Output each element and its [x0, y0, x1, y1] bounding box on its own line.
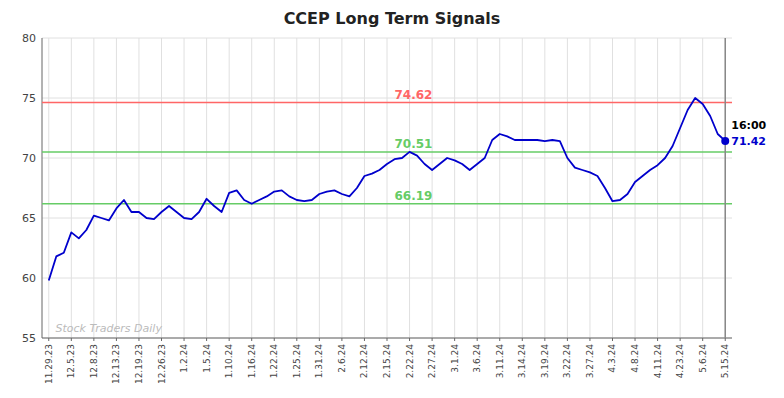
grid-line: [589, 38, 590, 338]
plot-area: [42, 38, 732, 338]
grid-line: [71, 38, 72, 338]
grid-line: [635, 38, 636, 338]
grid-line: [116, 38, 117, 338]
x-tick-label: 1.25.24: [292, 344, 302, 379]
end-label: 71.42: [731, 135, 766, 148]
x-tick-label: 12.8.23: [89, 344, 99, 378]
grid-line: [477, 38, 478, 338]
grid-line: [567, 38, 568, 338]
grid-line: [387, 38, 388, 338]
grid-line: [48, 38, 49, 338]
y-axis: [42, 38, 43, 338]
grid-line: [522, 38, 523, 338]
x-tick-label: 4.8.24: [630, 344, 640, 373]
watermark: Stock Traders Daily: [56, 322, 163, 335]
grid-line: [206, 38, 207, 338]
x-tick-label: 12.26.23: [157, 344, 167, 384]
x-axis: [42, 338, 732, 339]
x-tick-label: 3.22.24: [562, 344, 572, 379]
grid-line: [680, 38, 681, 338]
grid-line: [93, 38, 94, 338]
y-tick-label: 75: [22, 92, 36, 105]
last-point: [721, 137, 729, 145]
x-tick-label: 2.12.24: [359, 344, 369, 379]
x-tick-label: 2.15.24: [382, 344, 392, 379]
title: CCEP Long Term Signals: [284, 9, 501, 28]
end-line: [724, 38, 726, 338]
x-tick-label: 2.6.24: [337, 344, 347, 373]
grid-line: [454, 38, 455, 338]
x-tick-label: 11.29.23: [44, 344, 54, 384]
x-tick-label: 1.10.24: [224, 344, 234, 379]
grid-line: [161, 38, 162, 338]
y-tick-label: 65: [22, 212, 36, 225]
x-tick-label: 4.11.24: [653, 344, 663, 379]
y-tick-label: 80: [22, 32, 36, 45]
x-tick-label: 5.6.24: [698, 344, 708, 373]
x-tick-label: 3.14.24: [517, 344, 527, 379]
price-line: [49, 98, 725, 280]
reference-label: 70.51: [395, 137, 433, 151]
grid: [42, 38, 732, 338]
grid-line: [42, 338, 732, 339]
grid-line: [702, 38, 703, 338]
reference-line: [42, 203, 732, 205]
reference-label: 66.19: [395, 189, 433, 203]
x-tick-label: 3.6.24: [472, 344, 482, 373]
x-tick-label: 1.5.24: [202, 344, 212, 373]
reference-line: [42, 151, 732, 153]
x-tick-label: 5.15.24: [720, 344, 730, 379]
y-tick-label: 70: [22, 152, 36, 165]
grid-line: [184, 38, 185, 338]
reference-line: [42, 102, 732, 104]
x-tick-label: 4.23.24: [675, 344, 685, 379]
x-tick-label: 1.2.24: [179, 344, 189, 373]
grid-line: [364, 38, 365, 338]
grid-line: [296, 38, 297, 338]
x-tick-label: 12.5.23: [66, 344, 76, 378]
x-tick-label: 3.11.24: [495, 344, 505, 379]
x-tick-label: 12.19.23: [134, 344, 144, 384]
x-tick-label: 2.22.24: [405, 344, 415, 379]
x-tick-label: 4.3.24: [607, 344, 617, 373]
end-time: 16:00: [731, 119, 766, 132]
grid-line: [341, 38, 342, 338]
grid-line: [229, 38, 230, 338]
x-tick-label: 2.27.24: [427, 344, 437, 379]
grid-line: [725, 38, 726, 338]
y-tick-label: 55: [22, 332, 36, 345]
grid-line: [319, 38, 320, 338]
x-tick-label: 3.1.24: [450, 344, 460, 373]
x-tick-label: 3.27.24: [585, 344, 595, 379]
y-tick-label: 60: [22, 272, 36, 285]
grid-line: [544, 38, 545, 338]
chart: CCEP Long Term Signals 55 60 65 70 75 80 11.29.…: [0, 0, 784, 398]
grid-line: [612, 38, 613, 338]
grid-line: [274, 38, 275, 338]
x-tick-label: 1.31.24: [314, 344, 324, 379]
x-tick-label: 1.16.24: [247, 344, 257, 379]
reference-label: 74.62: [395, 88, 433, 102]
grid-line: [499, 38, 500, 338]
grid-line: [251, 38, 252, 338]
grid-line: [138, 38, 139, 338]
x-tick-label: 1.22.24: [269, 344, 279, 379]
x-tick-label: 12.13.23: [111, 344, 121, 384]
grid-line: [657, 38, 658, 338]
x-tick-label: 3.19.24: [540, 344, 550, 379]
